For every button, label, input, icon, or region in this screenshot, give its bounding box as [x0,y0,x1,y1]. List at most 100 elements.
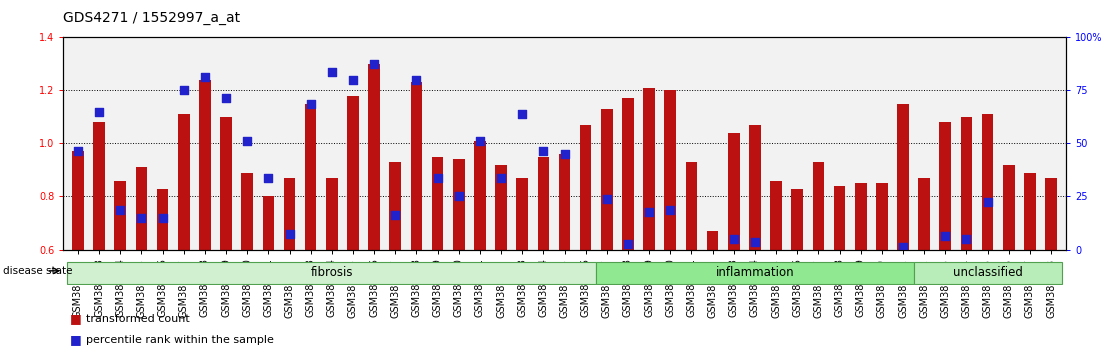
Bar [474,141,485,250]
Point [619,241,637,247]
Bar [897,104,909,250]
Point [978,199,996,205]
Text: ■: ■ [70,333,82,346]
Point [915,255,933,261]
Bar [93,122,105,250]
Bar [368,64,380,250]
Point [810,255,828,261]
Text: disease state: disease state [3,266,73,276]
Bar [347,96,359,250]
Bar [390,162,401,250]
Bar [1003,165,1015,250]
Point [683,289,700,295]
Bar [961,117,973,250]
Bar [284,178,296,250]
Bar [516,178,529,250]
FancyBboxPatch shape [914,262,1061,284]
Point [280,231,298,236]
Point [1043,305,1060,311]
Point [154,215,172,221]
Point [1022,295,1039,300]
Bar [305,104,317,250]
Bar [749,125,761,250]
Point [471,138,489,144]
Point [429,175,447,181]
Point [112,207,130,212]
FancyBboxPatch shape [68,262,596,284]
Point [831,257,849,263]
Point [894,244,912,250]
Point [90,109,107,114]
Bar [114,181,126,250]
Text: inflammation: inflammation [716,266,794,279]
Bar [940,122,951,250]
Bar [453,159,464,250]
Bar [665,90,676,250]
Point [366,61,383,67]
Bar [220,117,232,250]
Bar [644,88,655,250]
Point [259,175,277,181]
Point [408,77,425,82]
Text: fibrosis: fibrosis [310,266,353,279]
Bar [833,186,845,250]
Bar [855,183,866,250]
Point [999,289,1017,295]
Point [69,149,86,154]
Point [789,342,807,348]
Bar [72,152,84,250]
Bar [178,114,189,250]
Bar [707,231,718,250]
Bar [558,154,571,250]
Point [322,69,340,75]
Text: GDS4271 / 1552997_a_at: GDS4271 / 1552997_a_at [63,11,240,25]
Text: unclassified: unclassified [953,266,1023,279]
Bar [686,162,697,250]
Bar [601,109,613,250]
Point [175,87,193,93]
Bar [623,98,634,250]
Bar [791,188,803,250]
Point [873,348,891,353]
Point [534,149,552,154]
Bar [728,133,739,250]
Bar [537,156,550,250]
Point [238,138,256,144]
Point [852,348,870,353]
Point [133,215,151,221]
Point [661,207,679,212]
Bar [411,82,422,250]
Point [450,194,468,199]
Text: percentile rank within the sample: percentile rank within the sample [86,335,275,345]
Text: transformed count: transformed count [86,314,191,324]
Point [577,295,595,300]
Bar [156,188,168,250]
Point [957,236,975,242]
Bar [919,178,930,250]
Bar [199,80,211,250]
Point [513,111,531,117]
Bar [432,156,443,250]
Bar [770,181,782,250]
Bar [1024,172,1036,250]
Point [556,151,574,157]
Point [217,96,235,101]
Bar [982,114,994,250]
Point [387,212,404,218]
Point [936,234,954,239]
Point [598,196,616,202]
Point [746,239,763,244]
Point [725,236,742,242]
Bar [495,165,506,250]
Point [492,175,510,181]
Point [301,101,319,107]
Bar [326,178,338,250]
Point [196,74,214,80]
Text: ■: ■ [70,312,82,325]
Bar [135,167,147,250]
Bar [876,183,888,250]
FancyBboxPatch shape [596,262,914,284]
Bar [263,196,274,250]
Bar [242,172,253,250]
Bar [812,162,824,250]
